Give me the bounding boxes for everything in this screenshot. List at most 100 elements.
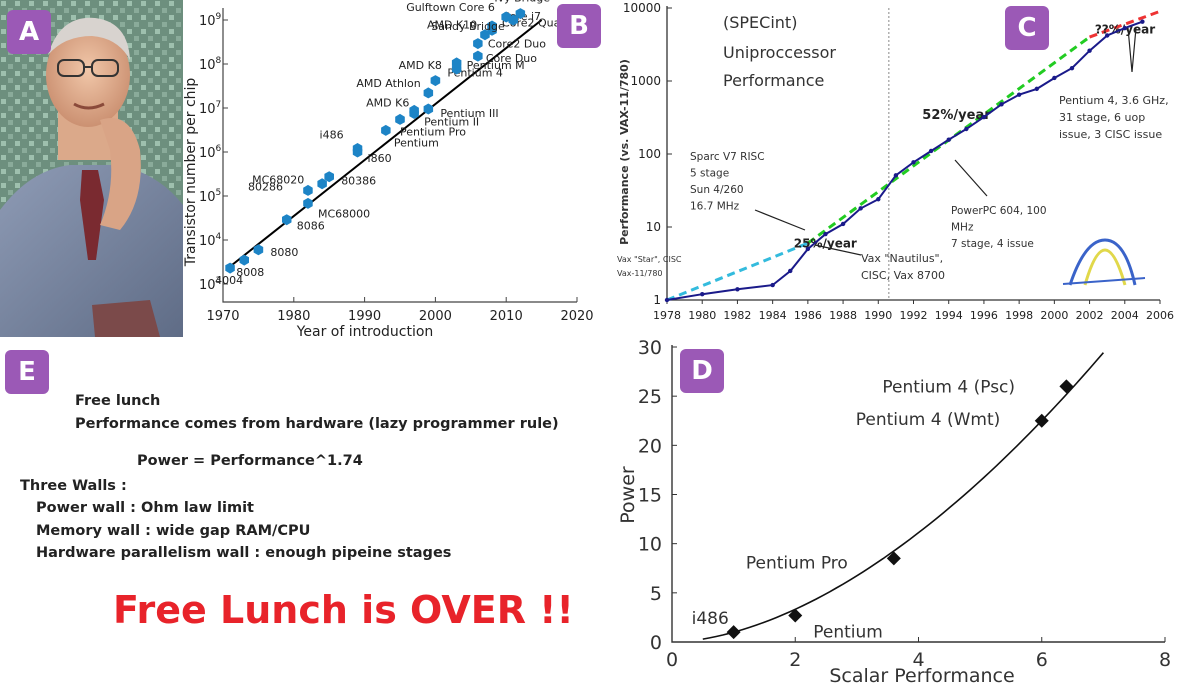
chart-c-x-tick-label: 1996 [970,309,998,322]
chart-d-y-ticks: 0 5 10 15 20 25 30 [638,337,677,654]
chart-c-point [981,114,987,120]
chart-b-point-label: MC68020 [252,174,304,187]
chart-d-point-label: i486 [692,609,729,629]
chart-b-y-tick-label: 107 [199,100,221,117]
chart-c-logo [1062,238,1146,286]
chart-c-annotation-line: Sparc V7 RISC [690,151,765,163]
chart-b-point-pentium-pro [395,113,405,125]
chart-b-y-tick-label: 108 [199,56,222,73]
chart-c-point [788,268,793,274]
chart-c-x-tick-label: 2000 [1040,309,1068,322]
chart-b-y-tick-label: 106 [199,144,222,161]
chart-c-arrow [954,159,988,197]
chart-b-point-label: AMD K6 [366,96,409,109]
chart-c-x-tick-label: 1990 [864,309,892,322]
chart-c-x-tick-label: 1978 [653,309,681,322]
chart-b-point-8080 [253,244,264,256]
chart-c-point [664,297,670,303]
chart-b-point-label: MC68000 [318,207,370,220]
chart-c-point [1087,48,1092,53]
chart-c-x-tick-label: 2006 [1146,309,1174,322]
chart-c-trend-label: 25%/year [794,237,857,251]
chart-b-point-core-duo [473,50,483,62]
chart-c-annotation-line: MHz [951,222,974,234]
chart-c-y-tick-label: 10000 [623,1,661,15]
chart-c-point [823,231,828,237]
chart-c-y-tick-label: 100 [638,147,661,161]
chart-b-point-label: AMD K10 [427,19,477,32]
chart-c-point [805,246,811,252]
chart-b-x-tick-label: 1980 [277,309,310,324]
chart-b-x-tick-label: 2000 [419,309,452,324]
chart-b-point-pentium [381,124,391,136]
chart-c-annotation-line: Vax "Nautilus", [861,252,943,265]
chart-c-title-line: (SPECint) [723,13,797,32]
chart-d-y-tick-label: 20 [638,435,662,457]
chart-c-point [1034,86,1039,92]
chart-b-x-tick-label: 2020 [560,309,593,324]
chart-c-x-tick-label: 1998 [1005,309,1033,322]
chart-b-point-ivy-bridge [515,8,526,20]
chart-c-x-tick-label: 1986 [794,309,822,322]
chart-c-point [946,137,951,142]
chart-c-y-tick-label: 1000 [630,74,661,88]
panel-e: E Free lunch Performance comes from hard… [0,342,610,688]
chart-b-x-label: Year of introduction [296,324,434,340]
chart-c-x-ticks: 1978 1980 1982 1984 1986 1988 1990 1992 1994 1996… [653,300,1174,322]
chart-c-x-tick-label: 2004 [1111,309,1139,322]
chart-c-point [1069,65,1075,71]
chart-d-y-label: Power [617,466,639,524]
chart-d-y-tick-label: 5 [650,583,662,605]
chart-b-point-label: 80286 [248,180,283,193]
chart-b-y-tick-label: 105 [199,188,221,205]
chart-b-point-label: Gulftown Core 6 [406,1,495,14]
chart-b-point-label: Pentium [394,136,439,149]
text-power-formula: Power = Performance^1.74 [137,453,363,469]
chart-b-point-amd-k8 [451,57,462,69]
chart-d-x-tick-label: 8 [1159,649,1171,671]
chart-c-annotation-line: 16.7 MHz [690,201,740,213]
chart-c-x-tick-label: 1980 [688,309,716,322]
chart-b-x-ticks: 1970 1980 1990 2000 2010 2020 [206,297,594,324]
chart-d-point-pentium-pro [886,551,901,566]
chart-c-series [664,19,1145,303]
chart-c-point [911,160,916,165]
chart-d-y-tick-label: 15 [638,485,662,507]
chart-d-point-pentium-4-psc- [1059,379,1074,394]
chart-b-point-pentium-ii [409,108,419,119]
chart-c-y-tick-label: 1 [653,293,661,307]
chart-c-point [893,173,899,178]
chart-d-x-tick-label: 0 [666,649,678,671]
chart-b-point-label: AMD Athlon [356,77,420,90]
chart-c-point [858,206,863,211]
chart-b-point-label: 8086 [297,220,325,233]
chart-c-point [999,102,1004,107]
chart-b-y-tick-label: 109 [199,12,222,29]
chart-c-x-tick-label: 2002 [1076,309,1104,322]
chart-c-annotation-line: 31 stage, 6 uop [1059,111,1145,124]
chart-b-point-80386 [324,171,334,183]
chart-c-annotation: Vax "Star", CISC Vax-11/780 [617,255,682,278]
panel-c: 1 10 100 1000 10000 1978 1980 1982 1984 1986 1988… [615,0,1178,335]
badge-e: E [5,350,49,394]
chart-c-annotation-line: PowerPC 604, 100 [951,205,1047,217]
chart-c-point [1052,75,1057,81]
chart-d-point-label: Pentium Pro [746,553,848,573]
chart-b-point-label: i860 [368,152,392,165]
chart-b-point-gulftown-core-6 [501,11,511,23]
chart-c-y-tick-label: 10 [646,220,661,234]
chart-c-annotation: Vax "Nautilus", CISC, Vax 8700 [861,252,945,282]
chart-b-y-label: Transistor number per chip [183,78,199,268]
chart-b-point-4004 [225,262,235,274]
chart-c-x-tick-label: 1982 [723,309,751,322]
chart-c-point [964,126,969,132]
chart-d-x-ticks: 0 2 4 6 8 [666,637,1171,671]
chart-c-annotation-line: issue, 3 CISC issue [1059,128,1162,141]
chart-c-arrow [1127,27,1137,73]
chart-b-point-label: Core2 Quad [502,16,567,29]
badge-c: C [1005,6,1049,50]
chart-b-point-label: 8080 [270,246,298,259]
chart-c-y-ticks: 1 10 100 1000 10000 [623,1,672,307]
